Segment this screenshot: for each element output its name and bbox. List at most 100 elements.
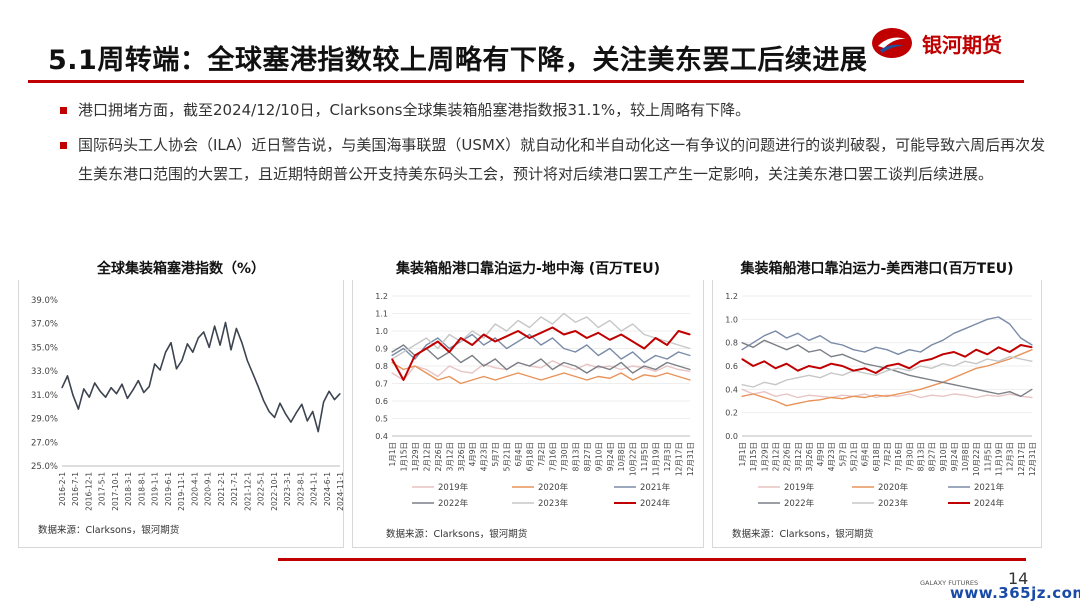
x-tick-label: 7月30日 — [905, 442, 914, 471]
data-point — [551, 360, 554, 362]
data-point — [841, 374, 843, 376]
data-point — [975, 363, 977, 365]
data-point — [88, 396, 90, 398]
data-point — [964, 394, 966, 396]
legend-label: 2021年 — [974, 482, 1005, 493]
data-point — [317, 431, 319, 433]
data-point — [506, 368, 508, 371]
data-point — [574, 375, 576, 378]
data-point — [986, 394, 988, 396]
data-point — [391, 351, 393, 353]
data-point — [808, 365, 810, 367]
data-point — [786, 405, 788, 407]
chart-panel-us-west: 集装箱船港口靠泊运力-美西港口(百万TEU) 1.2 1.0 0.8 0.6 0.4 0.… — [712, 258, 1042, 548]
x-tick-label: 5月7日 — [838, 442, 847, 467]
data-point — [494, 337, 496, 339]
y-tick-label: 29.0% — [31, 415, 58, 425]
data-point — [609, 377, 611, 379]
data-point — [975, 367, 977, 369]
y-tick-label: 0.4 — [375, 432, 388, 441]
data-point — [175, 368, 178, 370]
data-point — [192, 351, 194, 353]
page-title: 5.1周转端：全球塞港指数较上周略有下降，关注美东罢工后续进展 — [48, 45, 868, 76]
series-line — [741, 355, 1033, 388]
data-point — [83, 388, 85, 390]
data-point — [666, 372, 668, 374]
data-point — [586, 379, 588, 381]
data-point — [1009, 393, 1011, 395]
chart-frame — [352, 280, 704, 548]
data-point — [563, 372, 565, 374]
data-point — [964, 360, 966, 362]
data-point — [655, 354, 657, 357]
data-point — [655, 375, 657, 378]
chart-title: 全球集装箱塞港指数（%） — [96, 261, 266, 277]
data-point — [197, 337, 199, 339]
data-point — [741, 395, 743, 397]
data-point — [230, 349, 232, 351]
data-point — [997, 346, 1000, 348]
data-point — [819, 395, 821, 397]
x-tick-label: 2019-1-1 — [151, 472, 160, 506]
chart-title: 集装箱船港口靠泊运力-地中海 (百万TEU) — [396, 261, 660, 277]
x-tick-label: 2021-12-1 — [243, 472, 252, 511]
data-point — [1009, 323, 1011, 325]
data-point — [219, 344, 221, 346]
legend-label: 2019年 — [784, 482, 815, 493]
data-point — [279, 402, 281, 404]
data-point — [908, 367, 910, 369]
data-point — [186, 343, 188, 345]
chart-source: 数据来源：Clarksons，银河期货 — [732, 529, 874, 540]
data-point — [953, 384, 955, 386]
x-tick-label: 7月2日 — [537, 442, 546, 467]
x-tick-label: 2月12日 — [422, 442, 431, 471]
data-point — [643, 333, 645, 336]
series-line — [391, 312, 691, 360]
data-point — [574, 330, 576, 332]
data-point — [975, 388, 977, 390]
data-point — [774, 395, 777, 397]
x-tick-label: 7月16日 — [548, 442, 557, 471]
data-point — [306, 420, 308, 422]
data-point — [551, 323, 554, 325]
data-point — [540, 367, 542, 369]
x-tick-label: 6月18日 — [526, 442, 535, 471]
data-point — [797, 377, 799, 379]
data-point — [241, 342, 243, 344]
data-point — [677, 375, 680, 378]
data-point — [170, 342, 172, 344]
chart-title: 集装箱船港口靠泊运力-美西港口(百万TEU) — [740, 261, 1014, 277]
data-point — [235, 327, 237, 330]
y-tick-label: 33.0% — [31, 367, 58, 377]
data-point — [460, 382, 462, 385]
data-point — [986, 391, 988, 393]
data-point — [931, 344, 933, 346]
galaxy-futures-logo-icon — [872, 28, 912, 58]
data-point — [886, 349, 888, 351]
x-tick-label: 2月26日 — [434, 442, 443, 471]
data-point — [1009, 358, 1011, 360]
data-point — [540, 379, 542, 381]
data-point — [741, 388, 743, 390]
data-point — [774, 384, 777, 386]
x-tick-label: 2018-8-1 — [137, 472, 146, 506]
x-tick-label: 12月17日 — [1017, 442, 1026, 476]
legend-label: 2020年 — [538, 482, 569, 493]
y-tick-label: 35.0% — [31, 343, 58, 353]
data-point — [425, 337, 427, 339]
data-point — [483, 375, 485, 378]
data-point — [655, 370, 657, 372]
data-point — [975, 396, 977, 399]
data-point — [609, 339, 611, 341]
x-tick-label: 10月22日 — [972, 442, 981, 476]
data-point — [132, 389, 134, 391]
x-tick-label: 9月10日 — [939, 442, 948, 471]
data-point — [875, 394, 877, 396]
data-point — [942, 339, 944, 341]
x-tick-label: 2024-6-1 — [323, 472, 332, 506]
square-bullet-icon — [60, 107, 67, 114]
watermark: www.365jz.com — [950, 584, 1080, 602]
data-point — [786, 379, 788, 381]
legend-label: 2024年 — [974, 498, 1005, 509]
data-point — [328, 390, 330, 392]
